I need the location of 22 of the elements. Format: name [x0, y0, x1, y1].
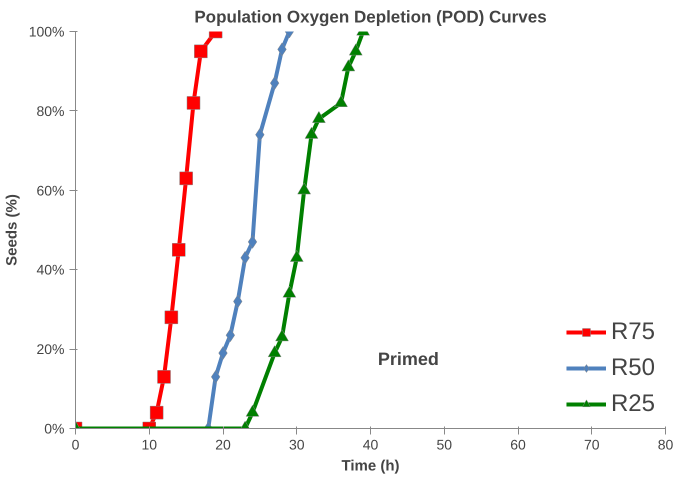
annotation: Primed — [378, 348, 439, 369]
y-axis-title: Seeds (%) — [4, 194, 21, 266]
y-tick-label: 0% — [44, 420, 64, 436]
legend-label: R25 — [610, 390, 655, 418]
x-tick-label: 40 — [362, 436, 378, 452]
x-tick-label: 80 — [658, 436, 674, 452]
x-tick-label: 30 — [288, 436, 305, 452]
y-tick-label: 80% — [36, 102, 65, 119]
x-tick-label: 20 — [215, 436, 231, 452]
y-tick-label: 20% — [36, 341, 65, 358]
y-tick-label: 60% — [36, 182, 65, 198]
chart-title: Population Oxygen Depletion (POD) Curves — [194, 8, 547, 26]
legend-label: R50 — [610, 354, 655, 382]
x-tick-label: 0 — [72, 436, 80, 452]
x-axis-title: Time (h) — [341, 458, 400, 474]
x-tick-label: 60 — [510, 436, 526, 452]
x-tick-label: 50 — [436, 436, 452, 452]
x-tick-label: 10 — [141, 436, 158, 452]
y-tick-label: 40% — [36, 262, 65, 278]
x-tick-label: 70 — [584, 436, 600, 452]
y-tick-label: 100% — [28, 24, 65, 40]
legend-label: R75 — [610, 318, 655, 346]
